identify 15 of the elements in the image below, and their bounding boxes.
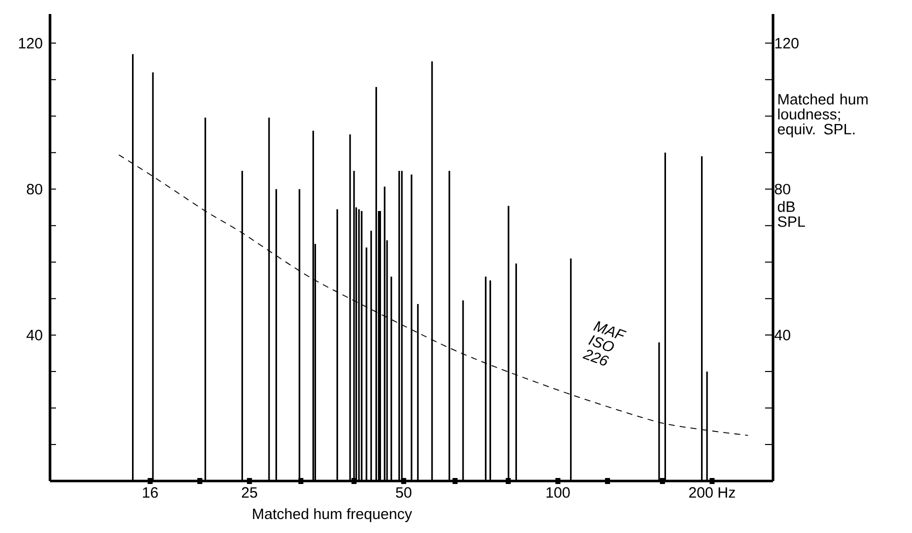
x-axis-title: Matched hum frequency <box>253 508 412 522</box>
y2-tick-label: 120 <box>775 38 799 48</box>
y2-tick-label: 40 <box>774 330 790 340</box>
x-tick-label: 25 <box>242 487 258 498</box>
text: dB SPL <box>778 200 805 227</box>
y-tick-label: 80 <box>26 184 42 194</box>
y-tick-label: 40 <box>26 330 42 340</box>
annotation: MAF ISO 226 <box>582 321 627 366</box>
x-tick-label: 50 <box>396 487 412 498</box>
x-tick-label: 100 <box>546 487 570 498</box>
x-tick-label: 200 Hz <box>689 487 735 498</box>
y-tick-label: 120 <box>19 38 42 48</box>
y2-axis-title: Matched hum loudness; equiv. SPL. <box>778 94 868 138</box>
x-tick-label: 16 <box>142 487 158 498</box>
y2-tick-label: 80 <box>774 184 790 194</box>
